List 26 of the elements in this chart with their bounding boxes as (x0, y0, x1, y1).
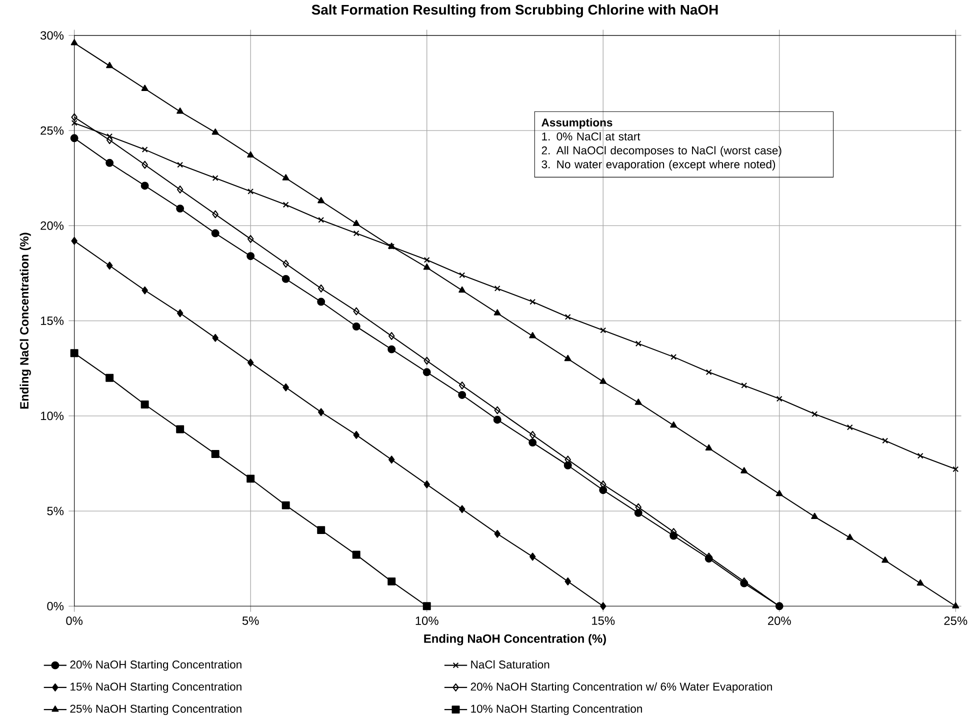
x-axis-title: Ending NaOH Concentration (%) (424, 634, 606, 646)
x-tick-label: 5% (242, 616, 259, 625)
chart-title: Salt Formation Resulting from Scrubbing Chlorine with NaOH (312, 4, 718, 18)
y-tick-label: 0% (47, 602, 64, 610)
x-tick-label: 0% (66, 616, 83, 626)
legend-label: 10% NaOH Starting Concentration (471, 704, 642, 715)
x-tick-label: 25% (944, 616, 968, 626)
x-tick-label: 10% (416, 616, 438, 626)
y-tick-label: 20% (40, 221, 64, 230)
legend-label: NaCl Saturation (471, 660, 550, 669)
legend-label: 20% NaOH Starting Concentration (70, 660, 242, 671)
y-tick-label: 10% (40, 412, 64, 420)
y-tick-label: 30% (40, 31, 64, 40)
annotation: 2. All NaOCl decomposes to NaCl (worst case) (542, 146, 782, 157)
y-tick-label: 5% (47, 506, 64, 516)
legend-label: 15% NaOH Starting Concentration (70, 682, 242, 693)
y-tick-label: 25% (40, 126, 64, 135)
legend-label: 25% NaOH Starting Concentration (70, 704, 242, 715)
legend-label: 20% NaOH Starting Concentration w/ 6% Water Evaporation (470, 682, 772, 693)
y-tick-label: 15% (40, 316, 64, 326)
x-tick-label: 20% (768, 616, 791, 626)
y-axis-title: Ending NaCl Concentration (%) (20, 232, 31, 409)
annotation: 1. 0% NaCl at start (542, 132, 640, 140)
annotation: 3. No water evaporation (except where noted) (542, 160, 776, 171)
x-tick-label: 15% (592, 616, 615, 625)
annotation: Assumptions (542, 118, 612, 129)
